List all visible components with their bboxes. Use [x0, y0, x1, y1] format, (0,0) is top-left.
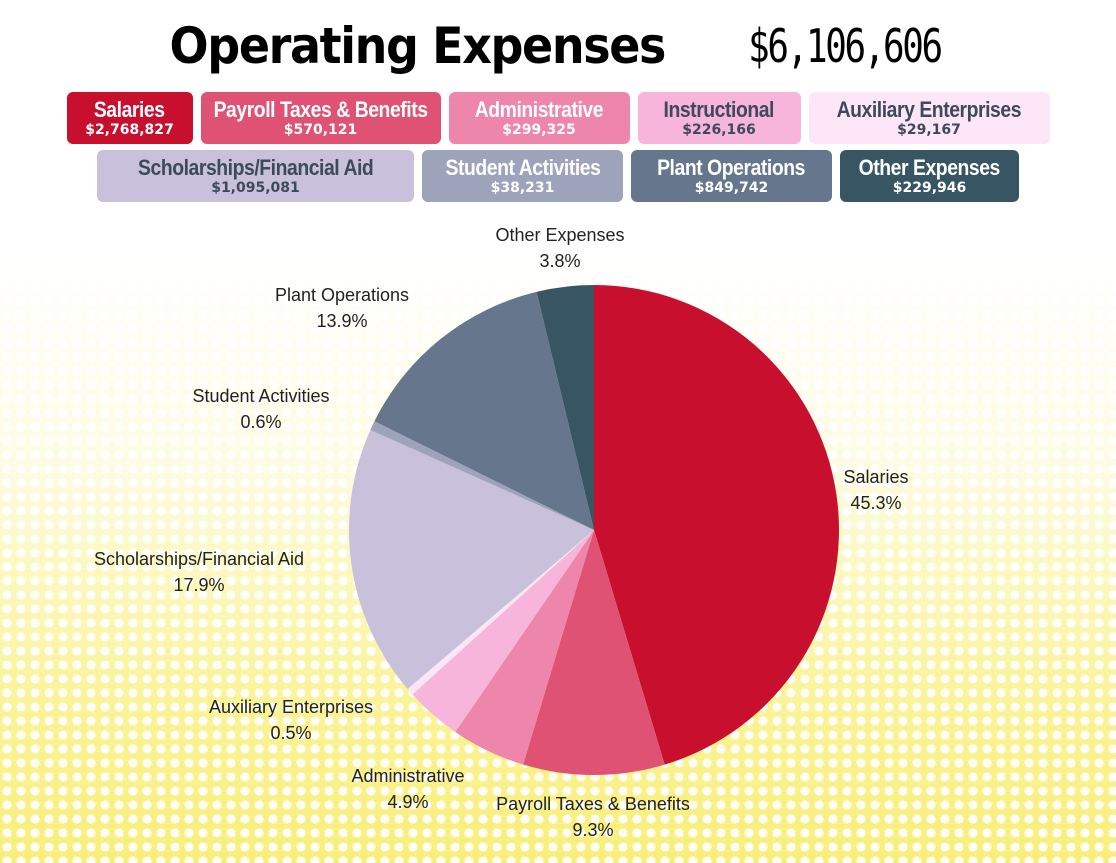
- legend-chip-student-activities: Student Activities $38,231: [422, 150, 623, 202]
- legend-chip-scholarships: Scholarships/Financial Aid $1,095,081: [97, 150, 414, 202]
- slice-label: Plant Operations: [275, 285, 409, 305]
- legend-chip-other-expenses: Other Expenses $229,946: [840, 150, 1019, 202]
- title-row: Operating Expenses $6,106,606: [0, 10, 1116, 82]
- legend-chip-auxiliary: Auxiliary Enterprises $29,167: [808, 92, 1050, 144]
- legend-chip-label: Scholarships/Financial Aid: [137, 155, 374, 180]
- legend-chip-administrative: Administrative $299,325: [448, 92, 630, 144]
- legend-chip-plant-operations: Plant Operations $849,742: [631, 150, 832, 202]
- slice-label: Auxiliary Enterprises: [209, 697, 373, 717]
- legend-row-2: Scholarships/Financial Aid $1,095,081 St…: [0, 150, 1116, 202]
- slice-percent-label: 0.6%: [240, 412, 281, 432]
- slice-label: Student Activities: [192, 386, 329, 406]
- slice-label: Payroll Taxes & Benefits: [496, 794, 690, 814]
- slice-label: Scholarships/Financial Aid: [94, 549, 304, 569]
- legend-chip-label: Plant Operations: [657, 155, 806, 180]
- legend-chip-label: Other Expenses: [858, 155, 1001, 180]
- pie-slice-instructional: [412, 530, 594, 732]
- pie-slice-salaries: [594, 285, 839, 765]
- slice-percent-label: 4.9%: [387, 792, 428, 812]
- legend-chip-amount: $2,768,827: [85, 122, 174, 138]
- pie-slice-payroll-taxes-benefits: [523, 530, 665, 775]
- slice-label: Salaries: [843, 467, 908, 487]
- slice-percent-label: 45.3%: [850, 493, 901, 513]
- legend-chip-label: Administrative: [474, 97, 604, 122]
- legend-chip-label: Auxiliary Enterprises: [836, 97, 1022, 122]
- legend-row-1: Salaries $2,768,827 Payroll Taxes & Bene…: [0, 92, 1116, 144]
- legend-chip-amount: $29,167: [897, 122, 961, 138]
- legend-chip-amount: $229,946: [892, 180, 967, 196]
- legend-chip-payroll: Payroll Taxes & Benefits $570,121: [200, 92, 441, 144]
- pie-slice-student-activities: [370, 421, 594, 530]
- pie-slice-scholarships-financial-aid: [349, 429, 594, 689]
- legend-chip-amount: $570,121: [283, 122, 358, 138]
- legend-chip-salaries: Salaries $2,768,827: [66, 92, 193, 144]
- legend-chip-amount: $299,325: [502, 122, 576, 138]
- legend-chip-instructional: Instructional $226,166: [637, 92, 801, 144]
- slice-percent-label: 3.8%: [539, 251, 580, 271]
- slice-label: Other Expenses: [495, 225, 624, 245]
- legend-chip-amount: $38,231: [490, 180, 555, 196]
- legend-chip-label: Student Activities: [445, 155, 600, 180]
- page-title: Operating Expenses: [169, 17, 667, 75]
- total-amount: $6,106,606: [747, 19, 943, 73]
- legend-chip-label: Payroll Taxes & Benefits: [213, 97, 428, 122]
- legend-chip-label: Instructional: [663, 97, 775, 122]
- legend-chip-label: Salaries: [94, 97, 165, 122]
- pie-slice-administrative: [455, 530, 594, 765]
- slice-percent-label: 9.3%: [572, 820, 613, 840]
- slice-percent-label: 17.9%: [173, 575, 224, 595]
- legend-chip-amount: $849,742: [694, 180, 769, 196]
- slice-label: Administrative: [351, 766, 464, 786]
- slice-percent-label: 13.9%: [316, 311, 367, 331]
- legend-chip-amount: $226,166: [682, 122, 756, 138]
- pie-slice-other-expenses: [536, 285, 594, 530]
- legend-chip-amount: $1,095,081: [211, 180, 300, 196]
- pie-slice-plant-operations: [374, 291, 594, 530]
- slice-percent-label: 0.5%: [270, 723, 311, 743]
- pie-slice-auxiliary-enterprises: [407, 530, 594, 695]
